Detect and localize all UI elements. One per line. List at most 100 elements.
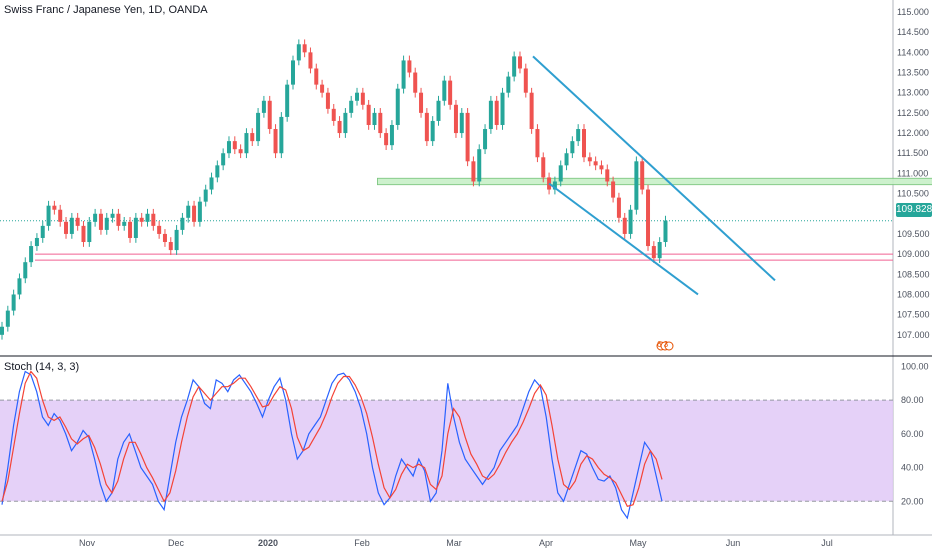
candle-body	[355, 92, 360, 101]
candle-body	[576, 129, 581, 142]
price-tick-label: 107.500	[897, 310, 930, 320]
price-tick-label: 113.500	[897, 68, 929, 78]
candle-body	[203, 189, 208, 202]
candle-body	[378, 112, 383, 134]
price-tick-label: 115.000	[897, 7, 929, 17]
candle-body	[646, 189, 651, 247]
candle-body	[453, 104, 458, 134]
price-tick-label: 108.000	[897, 289, 930, 299]
stoch-tick-label: 60.00	[901, 429, 924, 439]
candle-body	[157, 225, 162, 234]
trend-line-lower	[548, 182, 699, 296]
candle-body	[500, 92, 505, 125]
candle-body	[517, 56, 522, 69]
date-tick-label: 2020	[258, 538, 278, 548]
price-tick-label: 110.500	[897, 189, 929, 199]
candle-body	[512, 56, 517, 77]
candle-body	[651, 246, 656, 259]
candle-body	[186, 205, 191, 218]
candle-body	[436, 100, 441, 121]
candle-body	[256, 112, 261, 142]
stoch-series-line	[1, 370, 663, 508]
candle-body	[279, 116, 284, 154]
candle-body	[634, 161, 639, 210]
candle-body	[384, 133, 389, 146]
price-tick-label: 112.000	[897, 128, 929, 138]
price-tick-label: 113.000	[897, 88, 929, 98]
candle-body	[261, 100, 266, 113]
stoch-tick-label: 100.00	[901, 361, 929, 371]
candle-body	[494, 100, 499, 125]
candle-body	[308, 52, 313, 69]
candle-body	[69, 217, 74, 234]
price-tick-label: 108.500	[897, 269, 930, 279]
candle-body	[302, 44, 307, 53]
price-tick-label: 109.000	[897, 249, 930, 259]
candle-body	[104, 217, 109, 230]
candle-body	[58, 209, 63, 222]
candle-body	[215, 165, 220, 178]
candle-body	[523, 68, 528, 93]
candle-body	[151, 213, 156, 226]
candle-body	[116, 213, 121, 226]
candle-body	[483, 129, 488, 150]
support-zone	[377, 177, 932, 186]
stoch-tick-label: 80.00	[901, 395, 924, 405]
candle-body	[180, 217, 185, 230]
event-icon	[664, 341, 674, 351]
candle-body	[419, 92, 424, 113]
candle-body	[343, 112, 348, 134]
price-tick-label: 111.000	[897, 168, 928, 178]
candle-body	[389, 124, 394, 146]
candle-body	[64, 221, 69, 234]
candle-body	[192, 205, 197, 222]
candle-body	[599, 165, 604, 170]
date-tick-label: Jun	[726, 538, 741, 548]
last-price-badge: 109.828	[896, 203, 932, 217]
candle-body	[244, 133, 249, 154]
candle-body	[75, 217, 80, 226]
price-tick-label: 114.000	[897, 47, 929, 57]
price-tick-label: 114.500	[897, 27, 929, 37]
candle-body	[81, 225, 86, 243]
date-tick-label: Mar	[446, 538, 462, 548]
candle-body	[360, 92, 365, 105]
events-marker[interactable]: 6 3	[657, 340, 669, 349]
candle-body	[325, 92, 330, 109]
candle-body	[122, 221, 127, 226]
candle-body	[273, 129, 278, 154]
candle-body	[87, 221, 92, 243]
candle-body	[209, 177, 214, 190]
candle-body	[477, 149, 482, 182]
date-tick-label: Dec	[168, 538, 185, 548]
candle-body	[570, 141, 575, 154]
candle-body	[93, 213, 98, 222]
candle-body	[622, 217, 627, 234]
candle-body	[407, 60, 412, 73]
candle-body	[628, 209, 633, 234]
price-tick-label: 111.500	[897, 148, 928, 158]
stoch-tick-label: 20.00	[901, 496, 924, 506]
candle-body	[0, 326, 4, 335]
candle-body	[564, 153, 569, 166]
stoch-tick-label: 40.00	[901, 463, 924, 473]
candle-body	[320, 84, 325, 93]
candle-body	[250, 133, 255, 142]
candle-body	[17, 278, 22, 295]
price-tick-label: 112.500	[897, 108, 929, 118]
candle-body	[226, 141, 231, 154]
candle-body	[582, 129, 586, 158]
candle-body	[488, 100, 493, 130]
date-tick-label: Feb	[354, 538, 370, 548]
date-tick-label: Jul	[821, 538, 833, 548]
candle-body	[395, 88, 400, 125]
candle-body	[29, 246, 34, 263]
date-tick-label: Nov	[79, 538, 96, 548]
stoch-title: Stoch (14, 3, 3)	[4, 361, 80, 373]
candle-body	[430, 120, 435, 142]
candle-body	[52, 205, 57, 210]
candle-body	[616, 197, 621, 218]
candle-body	[98, 213, 103, 230]
candle-body	[506, 76, 511, 93]
